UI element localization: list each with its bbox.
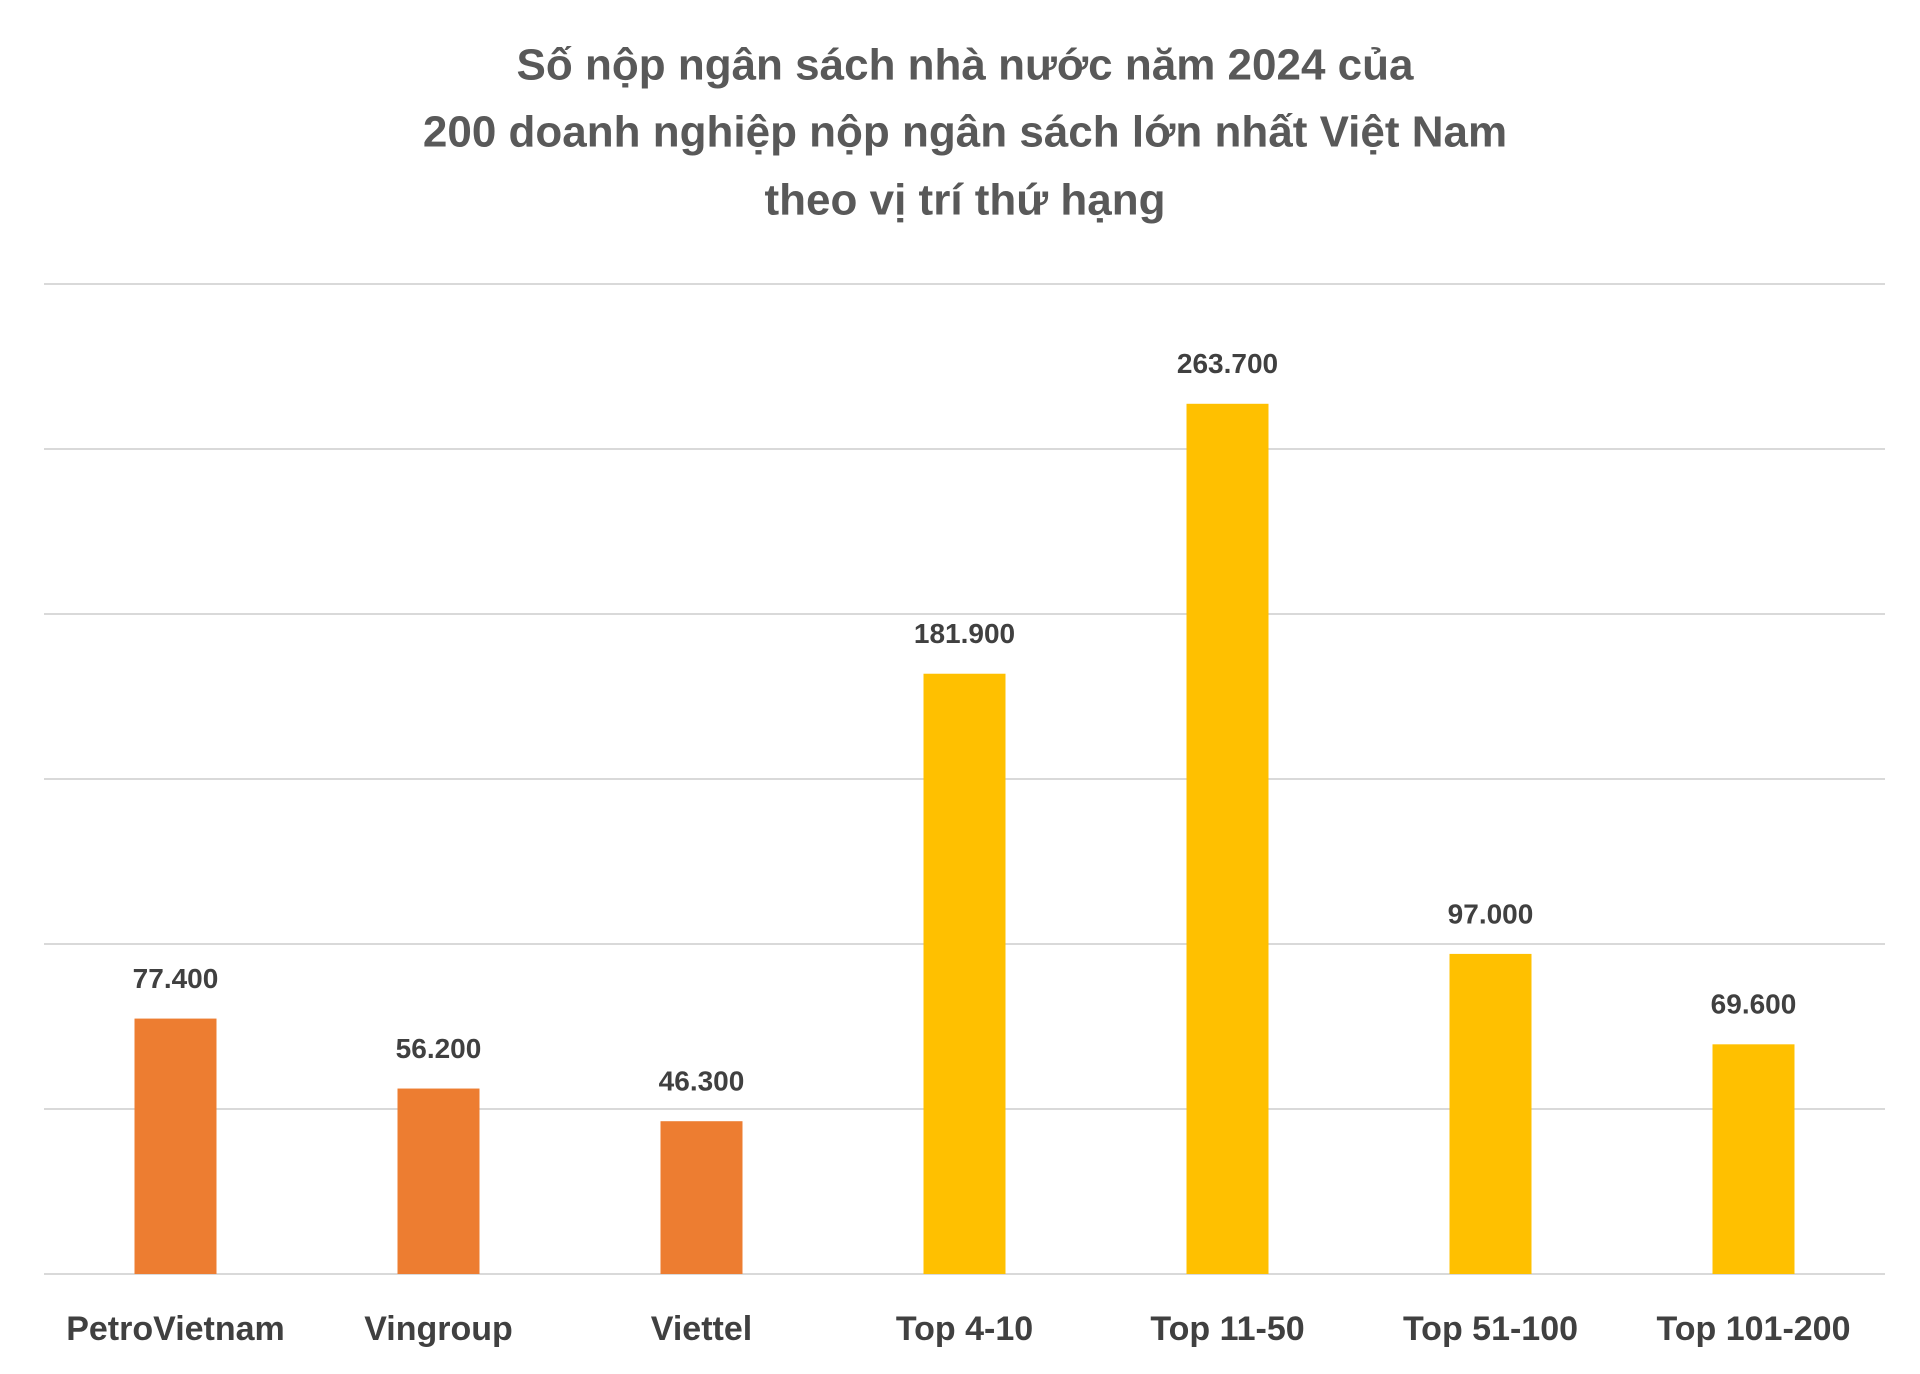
bar <box>1186 403 1269 1274</box>
x-tick-label: Top 4-10 <box>896 1310 1033 1348</box>
chart-title: 200 doanh nghiệp nộp ngân sách lớn nhất … <box>423 108 1507 157</box>
value-label: 263.700 <box>1177 348 1278 379</box>
x-tick-label: Vingroup <box>364 1310 513 1348</box>
x-tick-label: Top 101-200 <box>1656 1310 1850 1348</box>
bar <box>660 1121 743 1274</box>
x-tick-label: PetroVietnam <box>66 1310 285 1348</box>
bar <box>397 1088 480 1274</box>
bar <box>1712 1044 1795 1274</box>
x-tick-label: Top 11-50 <box>1150 1310 1304 1348</box>
value-label: 77.400 <box>133 963 219 994</box>
x-tick-label: Viettel <box>651 1310 752 1348</box>
bar <box>1449 953 1532 1274</box>
value-label: 97.000 <box>1448 898 1534 929</box>
value-label: 56.200 <box>396 1033 482 1064</box>
chart-title: theo vị trí thứ hạng <box>765 176 1166 225</box>
chart-title: Số nộp ngân sách nhà nước năm 2024 của <box>517 41 1414 90</box>
value-label: 69.600 <box>1711 989 1797 1020</box>
bar <box>923 673 1006 1274</box>
value-label: 46.300 <box>659 1066 745 1097</box>
x-tick-label: Top 51-100 <box>1403 1310 1578 1348</box>
value-label: 181.900 <box>914 618 1015 649</box>
bar <box>134 1018 217 1274</box>
